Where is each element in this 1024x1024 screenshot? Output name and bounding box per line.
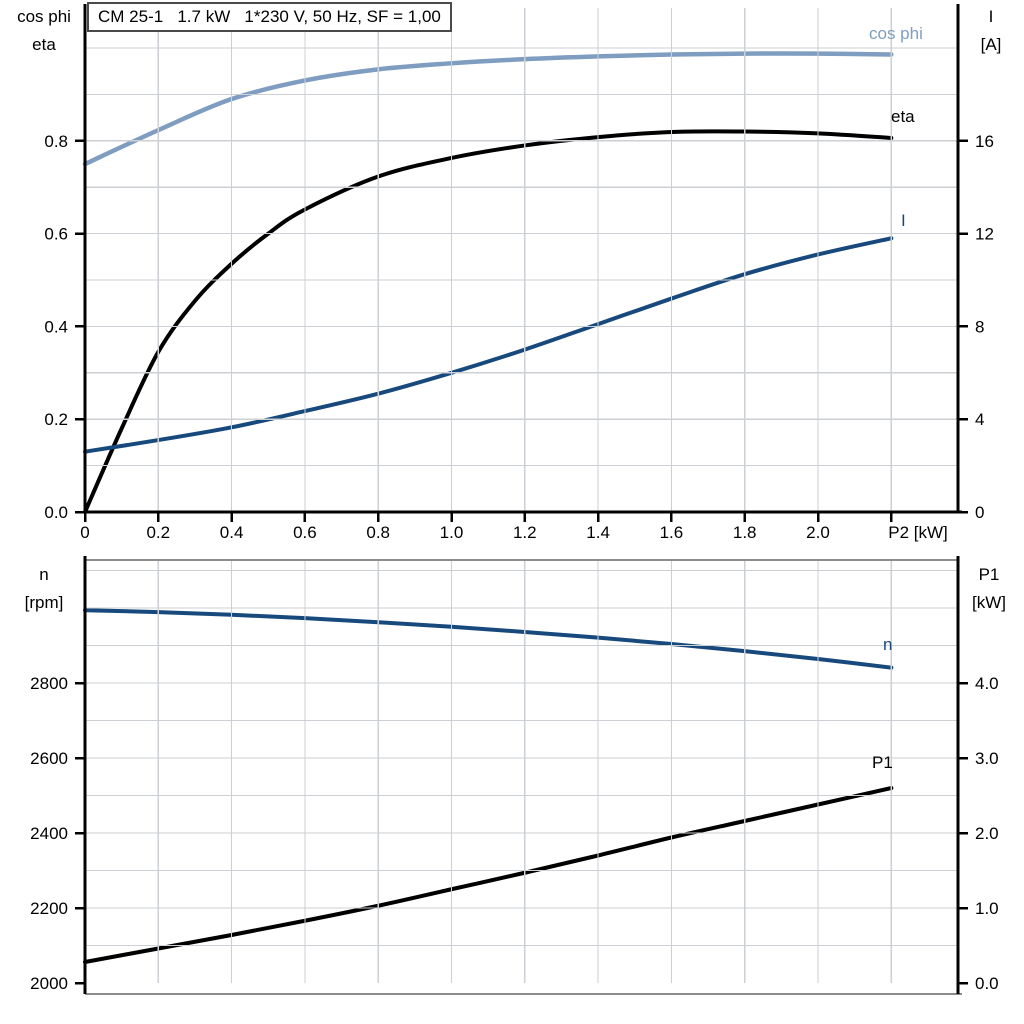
left-tick-label: 0.2 [44, 410, 68, 429]
x-tick-label: 1.2 [513, 523, 537, 542]
x-tick-label: 0 [80, 523, 89, 542]
title-box: CM 25-1 1.7 kW 1*230 V, 50 Hz, SF = 1,00 [87, 2, 452, 32]
right-tick-label: 16 [975, 132, 994, 151]
bottom-left-axis-header: n [rpm] [4, 561, 84, 617]
right-tick-label: 12 [975, 225, 994, 244]
x-tick-label: 0.4 [220, 523, 244, 542]
right-tick-label: 3.0 [975, 749, 999, 768]
eta-curve-label: eta [891, 107, 915, 126]
x-tick-label: 1.6 [660, 523, 684, 542]
title-text: CM 25-1 1.7 kW 1*230 V, 50 Hz, SF = 1,00 [98, 7, 441, 26]
left-tick-label: 0.8 [44, 132, 68, 151]
x-tick-label: 2.0 [806, 523, 830, 542]
axis-label-speed-unit: [rpm] [24, 593, 64, 612]
left-tick-label: 0.4 [44, 317, 68, 336]
right-tick-label: 0.0 [975, 974, 999, 993]
x-tick-label: 1.4 [586, 523, 610, 542]
power-in-curve-label: P1 [872, 753, 893, 772]
cos-phi-curve [82, 51, 894, 167]
i-curve [83, 236, 894, 454]
right-tick-label: 1.0 [975, 899, 999, 918]
bottom-right-axis-header: P1 [kW] [958, 561, 1020, 617]
right-tick-label: 4.0 [975, 674, 999, 693]
axis-label-current-unit: [A] [980, 35, 1002, 54]
axis-label-speed: n [39, 565, 49, 584]
x-tick-label: 0.8 [366, 523, 390, 542]
right-tick-label: 4 [975, 410, 984, 429]
left-tick-label: 2400 [30, 824, 68, 843]
right-tick-label: 2.0 [975, 824, 999, 843]
left-tick-label: 2800 [30, 674, 68, 693]
top-chart [82, 51, 894, 514]
axis-label-power-in: P1 [978, 565, 1000, 584]
axis-label-power-in-unit: [kW] [972, 593, 1006, 612]
axis-label-cos-phi: cos phi [17, 7, 71, 26]
top-right-axis-header: I [A] [962, 3, 1020, 59]
left-tick-label: 2600 [30, 749, 68, 768]
x-tick-label: 1.0 [440, 523, 464, 542]
left-tick-label: 2200 [30, 899, 68, 918]
left-tick-label: 0.0 [44, 503, 68, 522]
x-tick-label: 1.8 [733, 523, 757, 542]
right-tick-label: 8 [975, 317, 984, 336]
n-curve [83, 608, 894, 670]
left-tick-label: 0.6 [44, 225, 68, 244]
top-left-axis-header: cos phi eta [4, 3, 84, 59]
right-tick-label: 0 [975, 503, 984, 522]
x-tick-label: 0.2 [146, 523, 170, 542]
current-curve-label: I [901, 211, 906, 230]
axis-label-eta: eta [32, 35, 56, 54]
x-tick-label: 0.6 [293, 523, 317, 542]
axis-label-current: I [988, 7, 994, 26]
left-tick-label: 2000 [30, 974, 68, 993]
x-axis-title: P2 [kW] [888, 523, 948, 542]
eta-curve [83, 129, 894, 514]
cos-phi-curve-label: cos phi [869, 24, 923, 43]
speed-curve-label: n [883, 635, 893, 654]
p1-curve [83, 786, 894, 964]
bottom-chart [83, 608, 894, 964]
